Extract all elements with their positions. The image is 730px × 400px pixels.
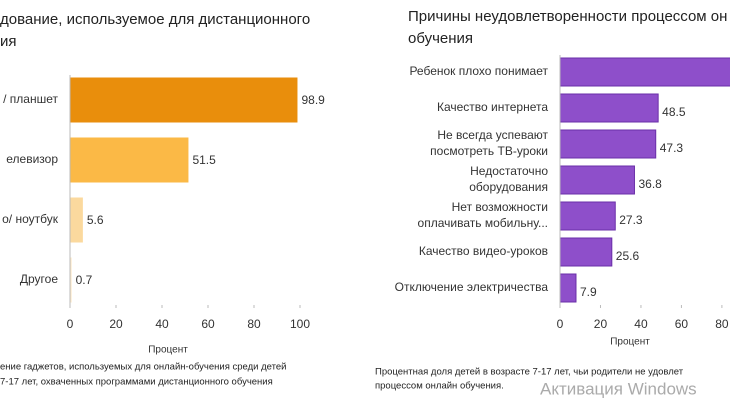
chart-title: дование, используемое для дистанционного — [0, 11, 310, 28]
chart-title: Причины неудовлетворенности процессом он — [408, 8, 727, 25]
x-tick-label: 60 — [675, 317, 689, 331]
x-axis-title: Процент — [148, 345, 188, 356]
value-label: 0.7 — [76, 273, 93, 287]
x-tick-label: 20 — [594, 317, 608, 331]
x-tick-label: 20 — [109, 317, 123, 331]
x-tick-label: 0 — [67, 317, 74, 331]
chart-title: обучения — [408, 30, 473, 47]
category-label: Отключение электричества — [395, 280, 549, 294]
x-tick-label: 0 — [557, 317, 564, 331]
category-label: Качество видео-уроков — [419, 244, 548, 258]
plot — [559, 57, 730, 303]
plot — [70, 77, 298, 303]
bar — [70, 137, 189, 183]
bar — [559, 129, 657, 159]
x-tick-label: 80 — [715, 317, 729, 331]
value-label: 47.3 — [660, 141, 684, 155]
value-label: 51.5 — [192, 153, 216, 167]
value-label: 36.8 — [638, 177, 662, 191]
category-label: Не всегда успевают — [437, 128, 548, 142]
bar — [559, 273, 577, 303]
x-tick-label: 60 — [201, 317, 215, 331]
value-label: 5.6 — [87, 213, 104, 227]
category-label: посмотреть ТВ-уроки — [430, 144, 548, 158]
bar — [70, 257, 72, 303]
category-label: Качество интернета — [437, 100, 548, 114]
category-label: Другое — [20, 272, 58, 286]
category-label: елевизор — [6, 152, 58, 166]
bar — [70, 197, 83, 243]
x-tick-label: 40 — [634, 317, 648, 331]
footnote: Процентная доля детей в возрасте 7-17 ле… — [375, 367, 684, 378]
bar — [559, 165, 635, 195]
category-label: оборудования — [469, 180, 548, 194]
chart-title: ия — [0, 33, 17, 50]
bar — [559, 237, 613, 267]
value-label: 48.5 — [662, 105, 686, 119]
watermark: Активация Windows — [540, 379, 697, 398]
value-label: 27.3 — [619, 213, 643, 227]
bar — [559, 93, 659, 123]
footnote: ение гаджетов, используемых для онлайн-о… — [0, 362, 286, 373]
value-label: 98.9 — [301, 93, 325, 107]
category-label: Нет возможности — [452, 200, 548, 214]
x-tick-label: 40 — [155, 317, 169, 331]
footnote: 7-17 лет, охваченных программами дистанц… — [0, 377, 273, 388]
value-label: 7.9 — [580, 285, 597, 299]
category-label: оплачивать мобильну... — [418, 216, 548, 230]
bar — [70, 77, 298, 123]
footnote: процессом онлайн обучения. — [375, 381, 504, 392]
x-tick-label: 80 — [247, 317, 261, 331]
category-label: Недостаточно — [470, 164, 548, 178]
category-label: Ребенок плохо понимает — [409, 64, 548, 78]
bar — [559, 57, 730, 87]
x-tick-label: 100 — [290, 317, 310, 331]
category-label: / планшет — [3, 92, 58, 106]
x-axis-title: Процент — [610, 337, 650, 348]
bar — [559, 201, 616, 231]
category-label: о/ ноутбук — [2, 212, 59, 226]
value-label: 25.6 — [616, 249, 640, 263]
